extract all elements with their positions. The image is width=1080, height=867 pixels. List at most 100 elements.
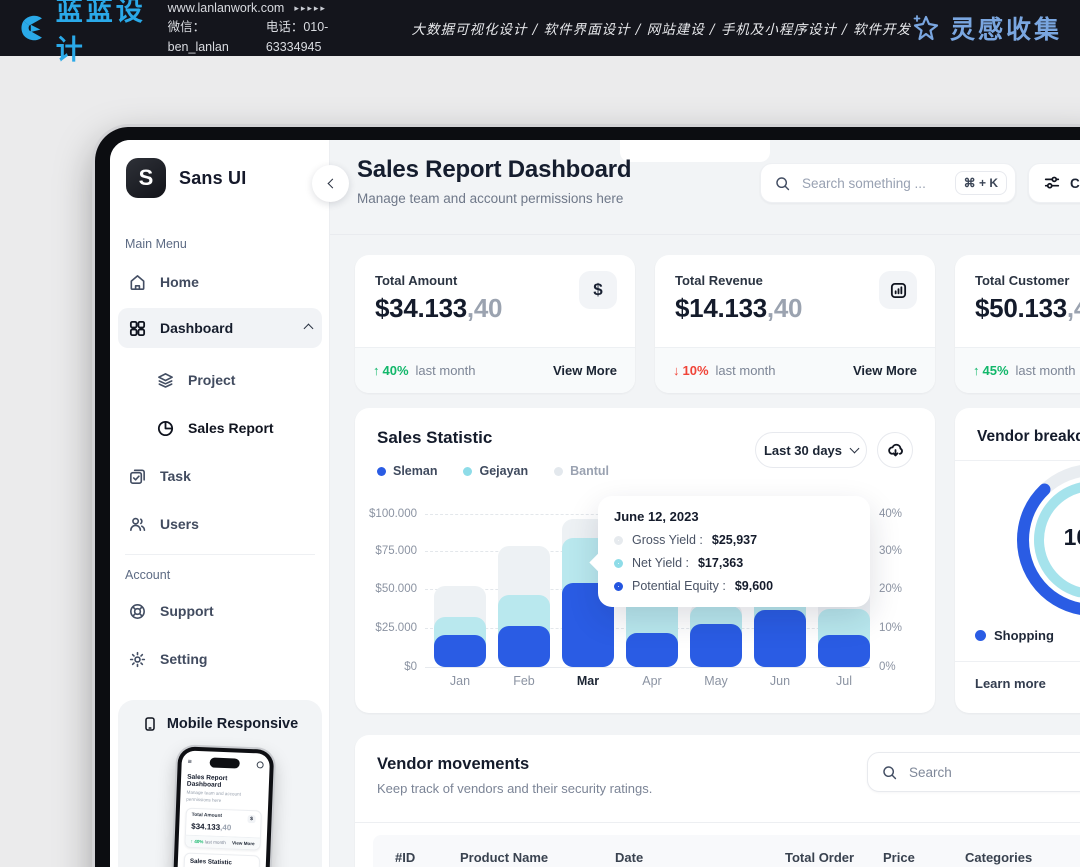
sidebar-section-account: Account	[125, 568, 171, 582]
chevron-down-icon	[849, 443, 860, 454]
table-search-input[interactable]	[907, 763, 1080, 781]
sales-statistic-title: Sales Statistic	[377, 428, 493, 447]
trend-down: ↓ 10%	[673, 363, 709, 378]
sidebar-divider	[125, 554, 315, 555]
layers-icon	[158, 372, 173, 388]
mini-dollar-icon: $	[247, 815, 256, 824]
column-header-categories: Categories	[965, 850, 1033, 865]
home-icon	[130, 274, 145, 290]
lanlan-logo-icon	[21, 15, 42, 41]
banner-collect-link[interactable]: 灵感收集	[911, 10, 1062, 46]
banner-logo-text: 蓝蓝设计	[55, 0, 146, 65]
date-range-dropdown[interactable]: Last 30 days	[755, 432, 867, 468]
banner-logo: 蓝蓝设计	[18, 0, 152, 67]
y-axis-tick: $0	[404, 661, 417, 673]
sidebar-item-setting[interactable]: Setting	[118, 639, 322, 679]
stat-card-total-amount: Total Amount $34.133,40 $ ↑ 40% last mont…	[355, 255, 635, 393]
sparkle-star-icon	[913, 15, 939, 41]
y-axis-tick: $100.000	[369, 508, 417, 520]
sliders-icon	[1044, 176, 1060, 189]
learn-more-link[interactable]: Learn more	[975, 676, 1046, 691]
gear-icon	[129, 651, 146, 667]
mini-page-title: Sales Report Dashboard	[186, 773, 228, 789]
tooltip-row: Net Yield : $17,363	[614, 556, 854, 570]
pie-chart-icon	[157, 420, 174, 436]
column-header-id: #ID	[395, 850, 416, 865]
arrow-up-icon: ↑	[973, 363, 980, 378]
legend-item-sleman: Sleman	[377, 464, 437, 478]
sidebar-item-project[interactable]: Project	[146, 360, 322, 400]
divider	[955, 460, 1080, 461]
sidebar: S Sans UI Main Menu Home Dashboard Proje…	[110, 140, 330, 867]
divider	[355, 822, 1080, 823]
download-chart-button[interactable]	[877, 432, 913, 468]
header-divider	[330, 234, 1080, 235]
x-axis-label: Mar	[576, 674, 600, 688]
search-icon	[776, 176, 790, 190]
table-header-row: #ID Product Name Date Total Order Price Categ…	[373, 835, 1080, 867]
tooltip-row: Potential Equity : $9,600	[614, 579, 854, 593]
search-input[interactable]	[800, 174, 940, 192]
vendor-movements-panel: Vendor movements Keep track of vendors a…	[355, 735, 1080, 867]
stat-card-total-customer: Total Customer $50.133,40 ↑45% last mont…	[955, 255, 1080, 393]
banner-services: 大数据可视化设计 / 软件界面设计 / 网站建设 / 手机及小程序设计 / 软件…	[411, 22, 911, 38]
sales-statistic-panel: Sales Statistic Sleman Gejayan Bantul Last…	[355, 408, 935, 713]
site-banner: 蓝蓝设计 www.lanlanwork.com ▸▸▸▸▸ 微信：ben_lan…	[0, 0, 1080, 65]
vendor-movements-title: Vendor movements	[377, 755, 530, 773]
y-axis-tick-right: 0%	[879, 661, 896, 673]
table-search[interactable]	[867, 752, 1080, 792]
vendor-breakdown-title: Vendor breakdown	[977, 428, 1080, 445]
sidebar-item-users[interactable]: Users	[118, 504, 322, 544]
sidebar-section-main-menu: Main Menu	[125, 237, 187, 251]
page-subtitle: Manage team and account permissions here	[357, 191, 624, 206]
y-axis-tick-right: 40%	[879, 508, 903, 520]
sidebar-item-home[interactable]: Home	[118, 262, 322, 302]
app-screen: S Sans UI Main Menu Home Dashboard Proje…	[110, 140, 1080, 867]
x-axis-label: May	[704, 674, 728, 688]
banner-wechat: 微信：ben_lanlan	[167, 20, 229, 54]
dashboard-grid-icon	[129, 320, 146, 336]
legend-item-bantul: Bantul	[554, 464, 609, 478]
tooltip-date: June 12, 2023	[614, 509, 699, 524]
arrow-up-icon: ↑	[373, 363, 380, 378]
view-more-link[interactable]: View More	[852, 363, 917, 378]
sidebar-item-sales-report[interactable]: Sales Report	[146, 408, 322, 448]
mobile-card-title: Mobile Responsive	[166, 716, 299, 732]
sans-ui-logo-icon: S	[126, 158, 166, 198]
task-check-icon	[130, 469, 145, 484]
donut-chart	[953, 400, 1080, 680]
chevron-left-icon	[327, 178, 337, 189]
column-header-productname: Product Name	[460, 850, 549, 865]
ring-icon-gray	[614, 535, 623, 545]
sidebar-collapse-button[interactable]	[312, 165, 349, 202]
divider	[955, 661, 1080, 662]
search-icon	[883, 765, 897, 779]
y-axis-tick: $50.000	[375, 583, 417, 595]
y-axis-tick-right: 20%	[879, 583, 903, 595]
customize-button[interactable]: Customize	[1028, 163, 1080, 203]
sidebar-item-dashboard[interactable]: Dashboard	[118, 308, 322, 348]
sidebar-item-support[interactable]: Support	[118, 591, 322, 631]
banner-website[interactable]: www.lanlanwork.com	[167, 0, 285, 15]
bar-chart-icon	[879, 271, 917, 309]
bar-sleman-apr	[626, 633, 678, 667]
chart-tooltip: June 12, 2023 Gross Yield : $25,937 Net Y…	[598, 496, 870, 607]
view-more-link[interactable]: View More	[552, 363, 617, 378]
page-title: Sales Report Dashboard	[357, 156, 632, 183]
phone-notch	[209, 757, 240, 769]
arrow-down-icon: ↓	[673, 363, 680, 378]
dollar-icon: $	[579, 271, 617, 309]
column-header-price: Price	[883, 850, 915, 865]
global-search[interactable]: ⌘ + K	[760, 163, 1016, 203]
sidebar-item-task[interactable]: Task	[118, 456, 322, 496]
x-axis-label: Jan	[449, 674, 471, 688]
breakdown-legend: Shopping	[975, 628, 1080, 643]
life-buoy-icon	[130, 603, 145, 619]
brand: S Sans UI	[126, 158, 246, 198]
x-axis-label: Jul	[836, 674, 852, 688]
mini-page-subtitle: Manage team and account permissions here	[186, 789, 242, 803]
bar-sleman-jun	[754, 610, 806, 667]
legend-item-gejayan: Gejayan	[463, 464, 528, 478]
bar-sleman-jan	[434, 635, 486, 667]
